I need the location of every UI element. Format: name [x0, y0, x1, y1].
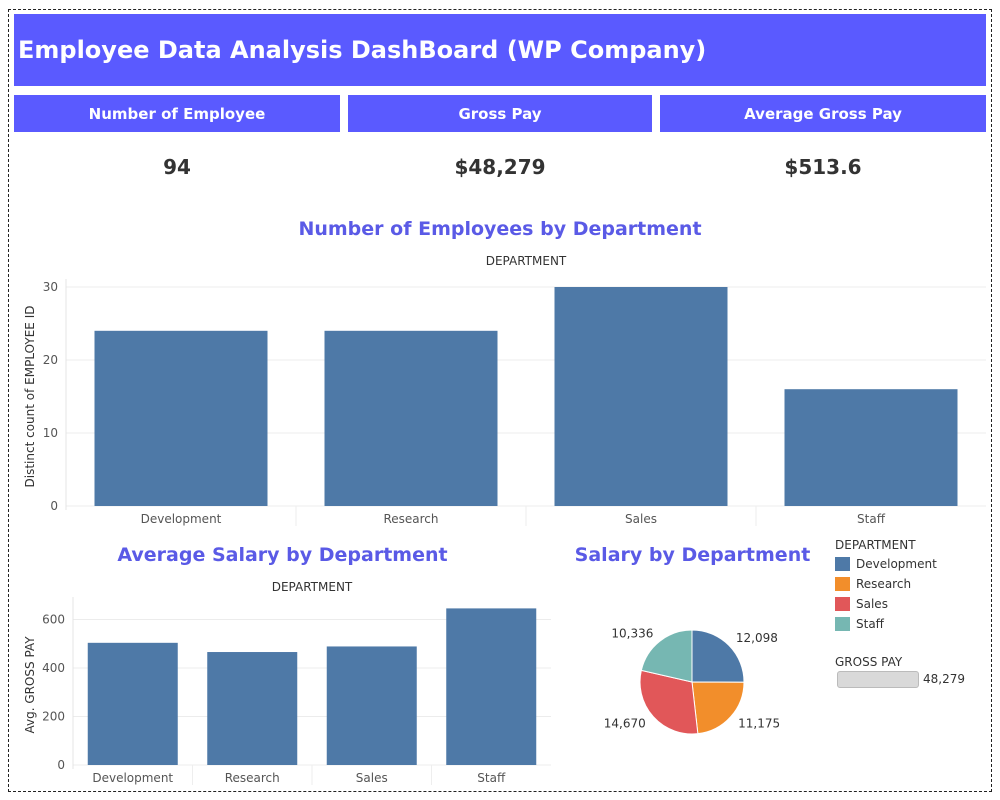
legend-title: DEPARTMENT: [835, 538, 916, 552]
chart1-y-tick-label: 0: [50, 499, 58, 513]
chart2-y-axis-title: Avg. GROSS PAY: [23, 636, 37, 734]
chart2-bar-research: [207, 652, 298, 765]
legend-item-staff[interactable]: Staff: [835, 614, 990, 634]
chart1-y-axis-title: Distinct count of EMPLOYEE ID: [23, 306, 37, 488]
chart2-y-tick-label: 400: [42, 661, 65, 675]
chart1-x-tick-label: Sales: [625, 512, 657, 526]
chart1-bar-development: [94, 330, 268, 506]
gross-pay-filter-title: GROSS PAY: [835, 655, 903, 669]
chart2-x-tick-label: Sales: [356, 771, 388, 785]
chart2-y-tick-label: 600: [42, 613, 65, 627]
pie-slice-development: [691, 629, 745, 683]
legend-label: Research: [856, 577, 912, 591]
chart1-bar-sales: [554, 287, 728, 506]
chart2-title: Average Salary by Department: [117, 544, 448, 566]
kpi-value-average-gross-pay: $513.6: [784, 155, 862, 179]
employees-by-department-chart: 0 10 20 30 Distinct count of EMPLOYEE ID Deve…: [23, 279, 986, 526]
kpi-label-gross-pay: Gross Pay: [348, 95, 652, 132]
legend-label: Development: [856, 557, 937, 571]
kpi-label-employees: Number of Employee: [14, 95, 340, 132]
legend-swatch-staff: [835, 617, 850, 631]
pie-label-development: 12,098: [736, 631, 778, 645]
legend-item-development[interactable]: Development: [835, 554, 990, 574]
legend-swatch-sales: [835, 597, 850, 611]
legend-swatch-research: [835, 577, 850, 591]
chart1-title: Number of Employees by Department: [298, 218, 702, 240]
legend-label: Staff: [856, 617, 884, 631]
chart2-bar-sales: [326, 646, 417, 765]
pie-slice-staff: [640, 629, 693, 683]
legend-item-sales[interactable]: Sales: [835, 594, 990, 614]
kpi-value-employees: 94: [163, 155, 191, 179]
chart2-x-tick-label: Development: [92, 771, 173, 785]
chart2-x-tick-label: Staff: [477, 771, 506, 785]
chart1-y-tick-label: 30: [43, 280, 58, 294]
pie-label-staff: 10,336: [611, 627, 653, 641]
gross-pay-filter-slider[interactable]: [837, 671, 919, 688]
legend-item-research[interactable]: Research: [835, 574, 990, 594]
average-salary-chart: 0 200 400 600 Avg. GROSS PAY Development Resea…: [23, 597, 551, 785]
chart1-x-axis-title: DEPARTMENT: [485, 254, 567, 268]
chart1-x-tick-label: Staff: [857, 512, 886, 526]
chart1-y-tick-label: 10: [43, 426, 58, 440]
kpi-value-gross-pay: $48,279: [454, 155, 546, 179]
dashboard-title: Employee Data Analysis DashBoard (WP Com…: [14, 14, 986, 86]
salary-pie-chart: 12,098 11,175 14,670 10,336: [604, 627, 780, 735]
legend-swatch-development: [835, 557, 850, 571]
gross-pay-filter-value: 48,279: [923, 672, 965, 686]
dashboard-frame: [8, 9, 992, 792]
chart1-y-tick-label: 20: [43, 353, 58, 367]
pie-slice-sales: [639, 669, 699, 735]
chart2-y-tick-label: 0: [57, 758, 65, 772]
pie-slice-research: [691, 681, 745, 735]
chart3-title: Salary by Department: [574, 544, 811, 566]
legend-label: Sales: [856, 597, 888, 611]
chart1-x-tick-label: Development: [141, 512, 222, 526]
chart2-x-axis-title: DEPARTMENT: [271, 580, 353, 594]
pie-label-research: 11,175: [738, 716, 780, 730]
department-legend: DEPARTMENT Development Research Sales St…: [835, 538, 990, 634]
chart2-y-tick-label: 200: [42, 710, 65, 724]
chart1-bar-research: [324, 330, 498, 506]
pie-label-sales: 14,670: [604, 716, 646, 730]
chart2-bar-staff: [446, 608, 537, 765]
chart1-bar-staff: [784, 389, 958, 506]
chart2-x-tick-label: Research: [225, 771, 280, 785]
chart2-bar-development: [87, 642, 178, 765]
kpi-label-average-gross-pay: Average Gross Pay: [660, 95, 986, 132]
chart1-x-tick-label: Research: [383, 512, 438, 526]
